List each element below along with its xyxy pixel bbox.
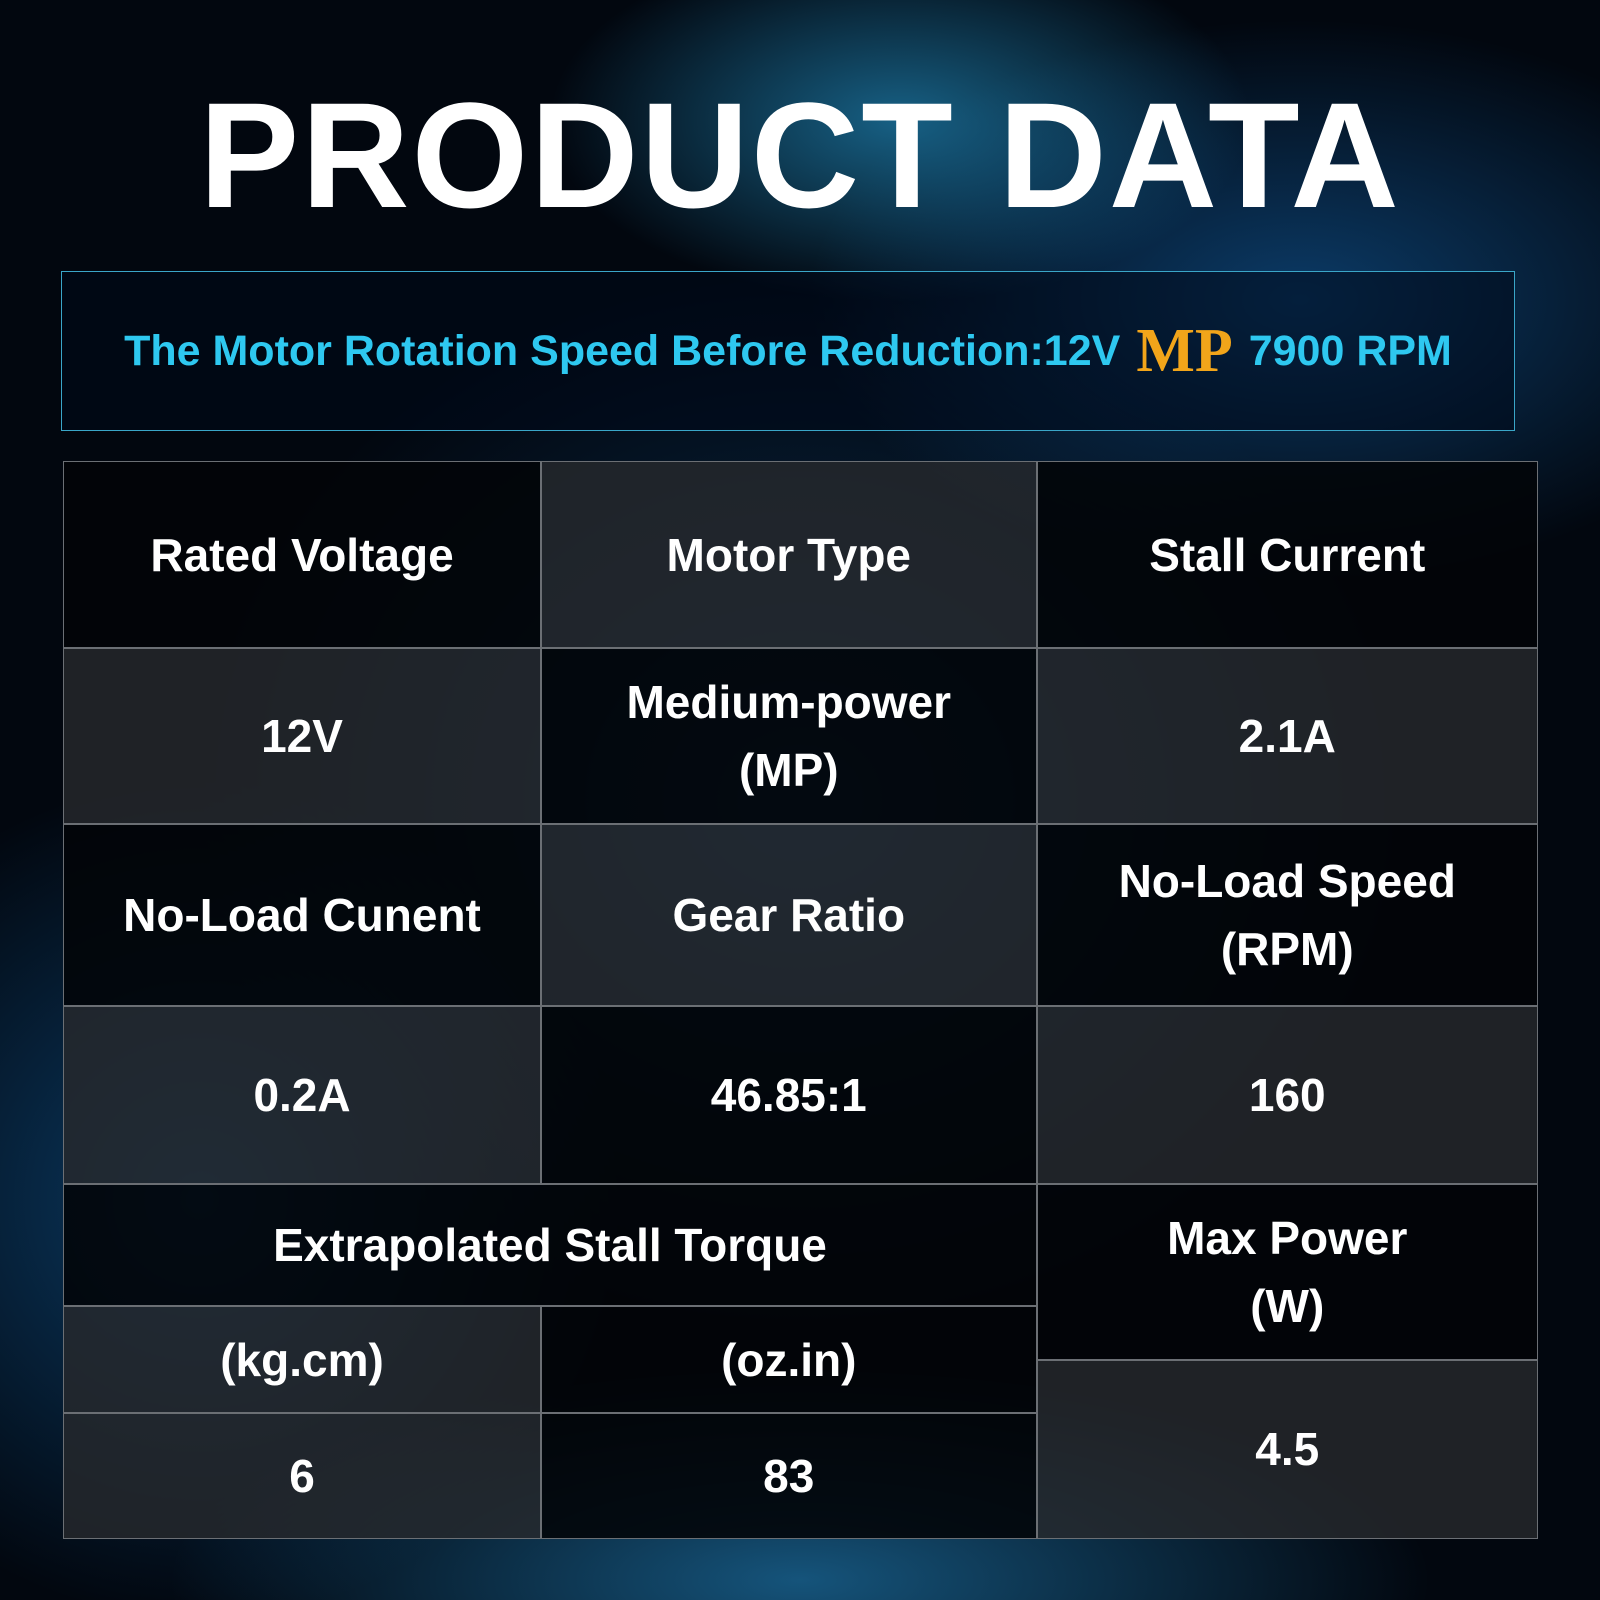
table-cell: Medium-power (MP) xyxy=(540,647,1037,825)
table-cell: 0.2A xyxy=(63,1006,541,1184)
table-cell: Rated Voltage xyxy=(63,461,541,648)
banner-text: 7900 RPM xyxy=(1248,326,1452,375)
cell-text: (MP) xyxy=(738,744,839,797)
cell-text: 160 xyxy=(1248,1068,1326,1121)
table-cell: Gear Ratio xyxy=(540,824,1037,1007)
title: PRODUCT DATA xyxy=(199,71,1401,239)
banner: The Motor Rotation Speed Before Reductio… xyxy=(61,271,1515,431)
table-cell: (kg.cm) xyxy=(63,1306,541,1414)
table-cell: Extrapolated Stall Torque xyxy=(63,1183,1037,1307)
table-cell: No-Load Speed (RPM) xyxy=(1036,824,1538,1007)
cell-text: (W) xyxy=(1250,1279,1325,1332)
cell-text: 12V xyxy=(261,710,343,763)
table-cell: 12V xyxy=(63,647,541,825)
table-cell: 83 xyxy=(540,1413,1037,1539)
table-cell: 2.1A xyxy=(1036,647,1538,825)
table-cell: 4.5 xyxy=(1036,1360,1538,1539)
table-cell: (oz.in) xyxy=(540,1306,1037,1414)
cell-text: 83 xyxy=(763,1450,815,1502)
cell-text: 2.1A xyxy=(1238,710,1336,763)
banner-highlight: MP xyxy=(1136,316,1233,385)
banner-text: The Motor Rotation Speed Before Reductio… xyxy=(124,326,1121,375)
cell-text: No-Load Cunent xyxy=(123,889,481,942)
cell-text: 4.5 xyxy=(1255,1423,1320,1476)
cell-text: 0.2A xyxy=(253,1068,351,1121)
cell-text: Stall Current xyxy=(1149,528,1426,581)
cell-text: (oz.in) xyxy=(721,1333,857,1386)
cell-text: (kg.cm) xyxy=(220,1333,384,1386)
cell-text: Gear Ratio xyxy=(672,889,906,942)
table-cell: No-Load Cunent xyxy=(63,824,541,1007)
cell-text: No-Load Speed xyxy=(1118,855,1456,908)
table-cell: Stall Current xyxy=(1036,461,1538,648)
cell-text: Motor Type xyxy=(666,528,911,581)
table-cell: Motor Type xyxy=(540,461,1037,648)
cell-text: 6 xyxy=(289,1450,315,1502)
cell-text: Extrapolated Stall Torque xyxy=(273,1218,827,1271)
table-cell: 6 xyxy=(63,1413,541,1539)
cell-text: 46.85:1 xyxy=(710,1068,867,1121)
table-cell: 160 xyxy=(1036,1006,1538,1184)
table-cell: 46.85:1 xyxy=(540,1006,1037,1184)
cell-text: Medium-power xyxy=(626,676,952,729)
cell-text: (RPM) xyxy=(1220,923,1354,976)
table-cell: Max Power (W) xyxy=(1036,1183,1538,1361)
cell-text: Rated Voltage xyxy=(150,528,454,581)
cell-text: Max Power xyxy=(1167,1211,1408,1264)
